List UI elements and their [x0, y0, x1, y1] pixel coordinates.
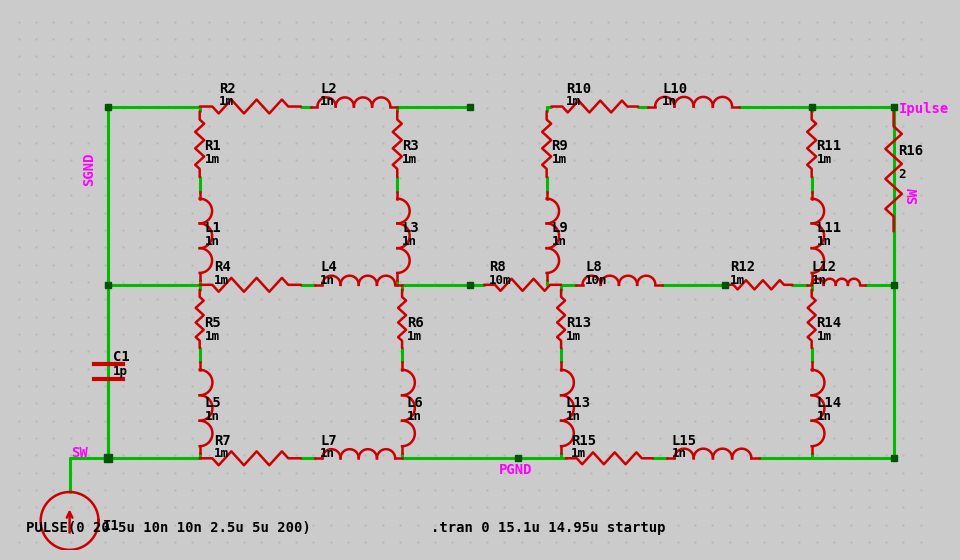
- Text: PGND: PGND: [498, 463, 532, 477]
- Text: L5: L5: [204, 396, 221, 410]
- Text: R14: R14: [817, 316, 842, 330]
- Text: 1n: 1n: [204, 410, 220, 423]
- Text: 1m: 1m: [402, 153, 417, 166]
- Text: 1m: 1m: [566, 330, 581, 343]
- Text: C1: C1: [113, 350, 130, 364]
- Text: L11: L11: [817, 221, 842, 235]
- Text: R13: R13: [566, 316, 591, 330]
- Text: L13: L13: [566, 396, 591, 410]
- Text: R4: R4: [214, 260, 231, 274]
- Text: SW: SW: [71, 446, 88, 460]
- Text: 1n: 1n: [321, 95, 335, 108]
- Text: 1n: 1n: [204, 235, 220, 248]
- Text: SGND: SGND: [82, 152, 96, 186]
- Text: 1m: 1m: [204, 330, 220, 343]
- Text: 1n: 1n: [321, 447, 335, 460]
- Text: 1m: 1m: [817, 153, 831, 166]
- Text: R8: R8: [489, 260, 506, 274]
- Text: L1: L1: [204, 221, 221, 235]
- Text: 1m: 1m: [219, 95, 234, 108]
- Text: L7: L7: [321, 434, 337, 448]
- Text: 1n: 1n: [817, 235, 831, 248]
- Text: R2: R2: [219, 82, 236, 96]
- Text: .tran 0 15.1u 14.95u startup: .tran 0 15.1u 14.95u startup: [431, 521, 665, 535]
- Text: 1n: 1n: [407, 410, 421, 423]
- Text: 10n: 10n: [586, 273, 608, 287]
- Text: R9: R9: [551, 139, 568, 153]
- Text: R10: R10: [566, 82, 591, 96]
- Text: 1m: 1m: [204, 153, 220, 166]
- Text: 1n: 1n: [662, 95, 678, 108]
- Text: 1m: 1m: [817, 330, 831, 343]
- Text: 1p: 1p: [113, 365, 128, 378]
- Text: 1m: 1m: [214, 447, 229, 460]
- Text: PULSE(0 20 5u 10n 10n 2.5u 5u 200): PULSE(0 20 5u 10n 10n 2.5u 5u 200): [26, 521, 311, 535]
- Text: 1n: 1n: [817, 410, 831, 423]
- Text: L3: L3: [402, 221, 419, 235]
- Text: 1n: 1n: [672, 447, 687, 460]
- Text: L4: L4: [321, 260, 337, 274]
- Text: L9: L9: [551, 221, 568, 235]
- Text: R15: R15: [571, 434, 596, 448]
- Text: R6: R6: [407, 316, 423, 330]
- Text: R7: R7: [214, 434, 231, 448]
- Text: 1n: 1n: [566, 410, 581, 423]
- Text: Ipulse: Ipulse: [899, 102, 948, 116]
- Text: R12: R12: [730, 260, 755, 274]
- Text: 1m: 1m: [214, 273, 229, 287]
- Text: 1m: 1m: [551, 153, 566, 166]
- Text: L12: L12: [812, 260, 837, 274]
- Text: L2: L2: [321, 82, 337, 96]
- Text: 1n: 1n: [551, 235, 566, 248]
- Text: I1: I1: [104, 519, 120, 533]
- Text: 2: 2: [899, 168, 906, 181]
- Text: R3: R3: [402, 139, 419, 153]
- Text: L14: L14: [817, 396, 842, 410]
- Text: L15: L15: [672, 434, 697, 448]
- Text: R11: R11: [817, 139, 842, 153]
- Text: 1n: 1n: [402, 235, 417, 248]
- Text: R16: R16: [899, 144, 924, 158]
- Text: L6: L6: [407, 396, 423, 410]
- Text: 10m: 10m: [489, 273, 512, 287]
- Text: 1m: 1m: [730, 273, 745, 287]
- Text: 1m: 1m: [407, 330, 421, 343]
- Text: L10: L10: [662, 82, 687, 96]
- Text: R1: R1: [204, 139, 221, 153]
- Text: R5: R5: [204, 316, 221, 330]
- Text: 1n: 1n: [321, 273, 335, 287]
- Text: SW: SW: [906, 187, 920, 204]
- Text: L8: L8: [586, 260, 602, 274]
- Text: 1m: 1m: [566, 95, 581, 108]
- Text: 1m: 1m: [571, 447, 586, 460]
- Text: 1n: 1n: [812, 273, 827, 287]
